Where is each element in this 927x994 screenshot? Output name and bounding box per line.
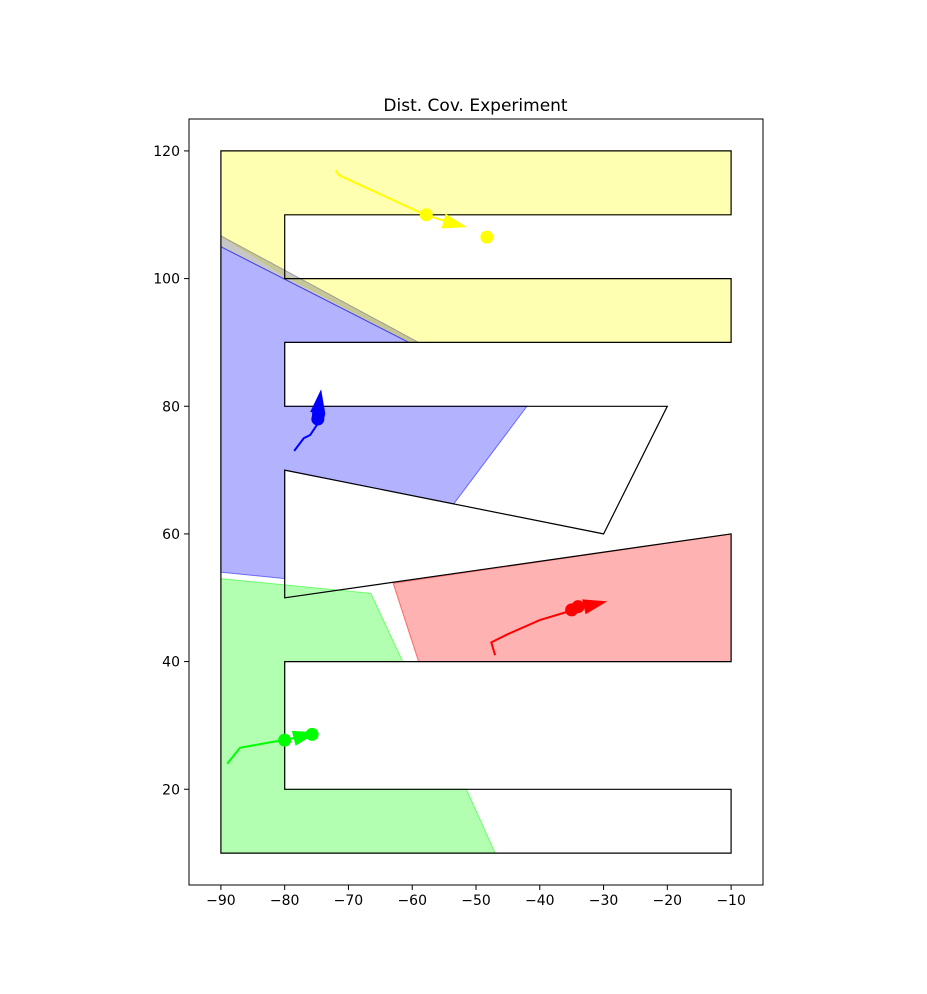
- agent-marker-4: [278, 733, 292, 747]
- y-tick-label: 80: [162, 399, 180, 415]
- x-tick-label: −40: [525, 893, 555, 909]
- y-tick-label: 60: [162, 527, 180, 543]
- y-tick-label: 40: [162, 655, 180, 671]
- chart-title: Dist. Cov. Experiment: [383, 96, 568, 116]
- coverage-region-4: [392, 533, 732, 663]
- target-marker-1: [480, 230, 494, 244]
- environment-outline: [220, 150, 732, 854]
- target-marker-4: [305, 727, 319, 741]
- agent-trail-4: [226, 735, 301, 765]
- target-marker-3: [571, 600, 585, 614]
- x-tick-label: −30: [589, 893, 619, 909]
- y-tick-label: 120: [153, 144, 180, 160]
- x-axis: −90 −80 −70 −60 −50 −40 −30 −20 −10: [206, 885, 746, 909]
- x-tick-label: −60: [397, 893, 427, 909]
- agent-trail-1: [334, 169, 454, 225]
- x-tick-label: −20: [653, 893, 683, 909]
- y-tick-label: 100: [153, 272, 180, 288]
- x-tick-label: −80: [270, 893, 300, 909]
- x-tick-label: −10: [716, 893, 746, 909]
- agent-arrow-1: [441, 213, 467, 229]
- y-axis: 20 40 60 80 100 120: [153, 144, 189, 798]
- x-tick-label: −70: [334, 893, 364, 909]
- plot-area: [220, 150, 732, 854]
- y-tick-label: 20: [162, 782, 180, 798]
- x-tick-label: −90: [206, 893, 236, 909]
- target-marker-2: [311, 408, 325, 422]
- x-tick-label: −50: [461, 893, 491, 909]
- agent-marker-1: [419, 208, 433, 222]
